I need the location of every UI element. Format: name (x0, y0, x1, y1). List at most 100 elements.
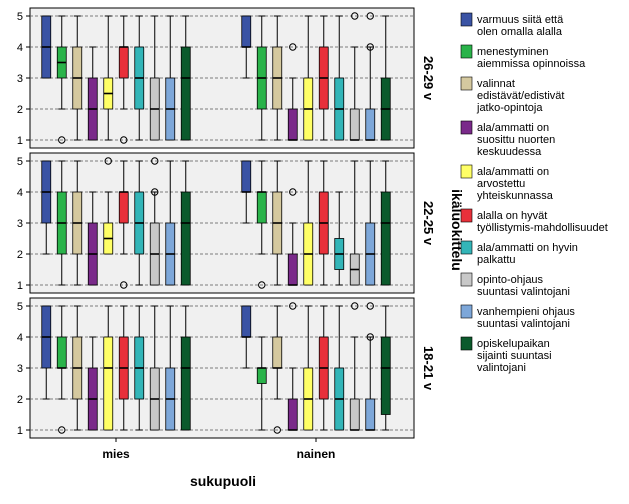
box-nainen-10 (380, 305, 391, 431)
box-mies-8 (149, 15, 160, 141)
outlier-point (289, 188, 297, 196)
panel-strip-label: 18-21 v (421, 346, 436, 391)
outlier-point (366, 302, 374, 310)
outlier-point (151, 157, 159, 165)
box-nainen-1 (241, 160, 252, 224)
box-mies-10 (180, 160, 191, 286)
legend-swatch (460, 240, 473, 255)
y-tick-label: 3 (17, 363, 23, 375)
legend-item-7: ala/ammatti on hyvin palkattu (460, 240, 578, 266)
panel-strip-label: 26-29 v (421, 56, 436, 101)
box-body (272, 336, 283, 369)
y-tick-label: 5 (17, 11, 23, 23)
outlier-point (366, 12, 374, 20)
box-mies-6 (118, 15, 129, 144)
box-nainen-1 (241, 15, 252, 79)
box-mies-4 (87, 191, 98, 286)
box-body (349, 398, 360, 431)
box-body (256, 191, 267, 224)
box-body (365, 398, 376, 431)
box-nainen-4 (287, 43, 298, 141)
box-mies-9 (165, 160, 176, 286)
legend-swatch (460, 164, 473, 179)
box-body (180, 191, 191, 286)
legend-label: ala/ammatti on hyvin palkattu (477, 242, 578, 266)
legend-swatch (460, 76, 473, 91)
legend-swatch (460, 336, 473, 351)
box-mies-2 (56, 15, 67, 144)
outlier-point (366, 333, 374, 341)
legend-label: ala/ammatti on arvostettu yhteiskunnassa (477, 166, 554, 202)
box-body (103, 336, 114, 431)
box-body (241, 15, 252, 48)
box-nainen-7 (334, 191, 345, 286)
box-mies-8 (149, 305, 160, 431)
box-mies-5 (103, 15, 114, 141)
outlier-point (289, 43, 297, 51)
panel-18-21 v: 1 2 3 4 5 18-21 v (17, 297, 436, 439)
box-mies-5 (103, 157, 114, 255)
legend-item-3: valinnat edistävät/edistivät jatko-opintoj… (460, 76, 564, 114)
box-nainen-7 (334, 15, 345, 141)
outlier-point (120, 136, 128, 144)
panel-22-25 v: 1 2 3 4 5 22-25 v (17, 152, 436, 294)
box-mies-9 (165, 305, 176, 431)
legend-swatch (460, 304, 473, 319)
legend-item-4: ala/ammatti on suosittu nuorten keskuudess… (460, 120, 555, 158)
legend-item-6: alalla on hyvät työllistymis-mahdollisuud… (460, 208, 608, 234)
box-body (118, 46, 129, 79)
box-mies-7 (134, 160, 145, 286)
box-nainen-2 (256, 336, 267, 431)
box-nainen-7 (334, 305, 345, 431)
legend-item-10: opiskelupaikan sijainti suuntasi valintoja… (460, 336, 552, 374)
legend-label: opinto-ohjaus suuntasi valintojani (477, 274, 570, 298)
legend-item-8: opinto-ohjaus suuntasi valintojani (460, 272, 570, 298)
legend-label: opiskelupaikan sijainti suuntasi valintoja… (477, 338, 552, 374)
box-body (118, 191, 129, 224)
box-mies-4 (87, 336, 98, 431)
box-nainen-8 (349, 160, 360, 286)
box-nainen-8 (349, 12, 360, 141)
box-body (287, 108, 298, 141)
box-body (349, 108, 360, 141)
box-nainen-10 (380, 15, 391, 141)
box-mies-1 (41, 305, 52, 400)
box-nainen-5 (303, 305, 314, 431)
box-mies-1 (41, 15, 52, 79)
box-mies-9 (165, 15, 176, 141)
y-tick-label: 4 (17, 42, 23, 54)
outlier-point (351, 12, 359, 20)
box-body (180, 46, 191, 141)
legend-item-9: vanhempieni ohjaus suuntasi valintojani (460, 304, 575, 330)
box-mies-6 (118, 305, 129, 431)
legend-item-2: menestyminen aiemmissa opinnoissa (460, 44, 586, 70)
box-nainen-10 (380, 160, 391, 286)
legend-swatch (460, 44, 473, 59)
y-tick-label: 4 (17, 332, 23, 344)
y-tick-label: 5 (17, 156, 23, 168)
box-nainen-9 (365, 12, 376, 141)
y-tick-label: 1 (17, 425, 23, 437)
box-body (241, 305, 252, 338)
y-tick-label: 3 (17, 218, 23, 230)
y-tick-label: 1 (17, 135, 23, 147)
outlier-point (120, 281, 128, 289)
legend-swatch (460, 208, 473, 223)
box-mies-3 (72, 305, 83, 431)
y-tick-label: 1 (17, 280, 23, 292)
y-tick-label: 5 (17, 301, 23, 313)
box-body (241, 160, 252, 193)
outlier-point (366, 43, 374, 51)
box-mies-1 (41, 160, 52, 255)
box-nainen-3 (272, 160, 283, 286)
outlier-point (58, 136, 66, 144)
box-mies-10 (180, 305, 191, 431)
box-mies-2 (56, 160, 67, 286)
panel-strip-label: 22-25 v (421, 201, 436, 246)
box-mies-3 (72, 15, 83, 141)
outlier-point (273, 426, 281, 434)
box-nainen-4 (287, 188, 298, 286)
box-body (380, 336, 391, 415)
outlier-point (258, 281, 266, 289)
